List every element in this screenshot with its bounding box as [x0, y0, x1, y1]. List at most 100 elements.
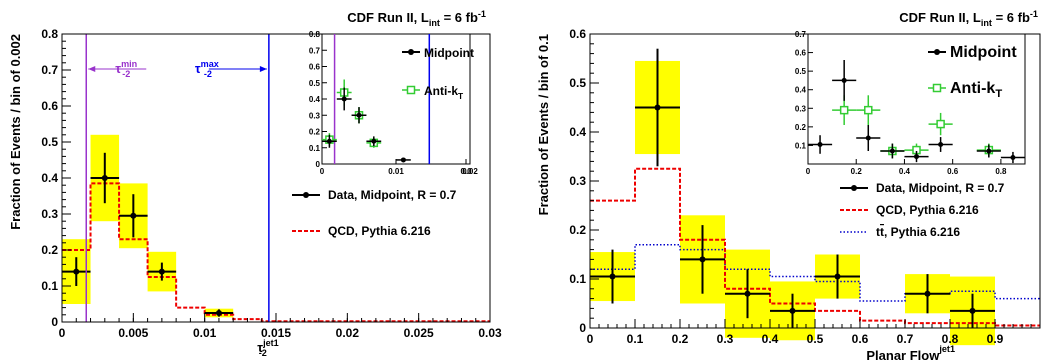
inset-x-tick-label: 0.2: [851, 167, 863, 176]
x-tick-label: 0.015: [261, 326, 291, 340]
data-point: [101, 175, 108, 181]
legend-data-marker: [851, 185, 857, 191]
x-tick-label: 0.1: [627, 332, 644, 346]
data-point: [654, 104, 661, 111]
inset-x-tick-label: 0.01: [388, 167, 404, 176]
x-tick-label: 0.5: [807, 332, 824, 346]
inset-legend-midpoint-label: Midpoint: [424, 46, 474, 60]
midpoint-point: [341, 96, 347, 102]
y-tick-label: 0.1: [41, 279, 58, 293]
midpoint-point: [938, 142, 944, 147]
data-point: [924, 290, 931, 297]
x-tick-label: 0: [59, 326, 66, 340]
y-axis-title: Fraction of Events / bin of 0.1: [536, 34, 551, 215]
inset-y-tick-label: 0.7: [795, 30, 807, 39]
antikt-point: [864, 105, 873, 115]
y-tick-label: 0.4: [569, 125, 586, 139]
midpoint-point: [889, 148, 895, 154]
inset-y-tick-label: 0.5: [795, 67, 807, 76]
y-tick-label: 0.6: [41, 99, 58, 113]
inset-y-tick-label: 0.3: [309, 111, 321, 120]
y-tick-label: 0.3: [41, 207, 58, 221]
y-tick-label: 0.2: [41, 243, 58, 257]
inset-y-tick-label: 0.1: [309, 144, 321, 153]
tau-min-arrowhead: [88, 66, 96, 72]
legend-qcd-label: QCD, Pythia 6.216: [328, 224, 431, 238]
x-tick-label: 0.2: [672, 332, 689, 346]
x-tick-label: 0.03: [478, 326, 502, 340]
inset-y-tick-label: 0.7: [309, 46, 321, 55]
chart-title: CDF Run II, Lint = 6 fb-1: [899, 9, 1038, 28]
inset-y-tick-label: 0.6: [795, 49, 807, 58]
inset-legend-midpoint-marker: [408, 49, 414, 55]
x-tick-label: 0.8: [942, 332, 959, 346]
midpoint-point: [371, 138, 377, 144]
inset-x-tick-label: 0.4: [899, 167, 911, 176]
inset-y-tick-label: 0.6: [309, 63, 321, 72]
midpoint-point: [986, 148, 992, 154]
inset-x-tick-label: 0.8: [995, 167, 1007, 176]
inset-y-tick-label: 0.2: [309, 128, 321, 137]
x-tick-label: 0.7: [897, 332, 914, 346]
tau-min-label: τmin -2: [115, 59, 137, 79]
inset-y-tick-label: 0.4: [309, 95, 321, 104]
data-point: [158, 268, 165, 275]
data-point: [834, 273, 841, 280]
data-point: [969, 307, 976, 314]
y-tick-label: 0: [51, 315, 58, 329]
antikt-point: [936, 119, 945, 129]
inset-plot: 0 0.1 0.2 0.3 0.4 0.5 0.6 0.7 0.8 0 0.01 0.020.0 Mid…: [309, 30, 478, 176]
data-point: [744, 290, 751, 297]
legend-qcd-label: QCD, Pythia 6.216: [876, 203, 979, 217]
y-tick-label: 0.6: [569, 27, 586, 41]
inset-y-tick-label: 0.3: [795, 104, 807, 113]
x-tick-label: 0.02: [336, 326, 360, 340]
y-tick-label: 0.5: [41, 135, 58, 149]
inset-legend-midpoint-label: Midpoint: [950, 44, 1017, 61]
inset-x-tick-label: 0: [806, 167, 811, 176]
inset-x-tick-label: 0.6: [947, 167, 959, 176]
data-point: [215, 310, 222, 316]
inset-y-tick-label: 0: [316, 160, 321, 169]
y-tick-label: 0.8: [41, 27, 58, 41]
x-tick-label: 0.6: [852, 332, 869, 346]
midpoint-point: [326, 138, 332, 144]
chart-title: CDF Run II, Lint = 6 fb-1: [347, 9, 486, 28]
y-tick-label: 0.7: [41, 63, 58, 77]
y-tick-label: 0.5: [569, 76, 586, 90]
left-panel: τmin -2 τmax -2 0 0.005 0.01 0.015 0.02 0.025 0.03…: [8, 9, 502, 358]
legend-ttbar-label: tt, Pythia 6.216: [876, 225, 960, 239]
midpoint-point: [841, 77, 847, 83]
tau-max-label: τmax -2: [195, 59, 219, 79]
data-point: [789, 307, 796, 314]
inset-plot: 0.1 0.2 0.3 0.4 0.5 0.6 0.7 0 0.2 0.4 0.6 0.8 Midpoi…: [795, 30, 1026, 176]
midpoint-point: [356, 112, 362, 118]
midpoint-point: [1010, 155, 1016, 160]
x-axis-title: τjet1 -2: [257, 338, 278, 358]
right-panel: 0 0.1 0.2 0.3 0.4 0.5 0.6 0.7 0.8 0.900.10.20.30.…: [536, 9, 1041, 363]
midpoint-point: [817, 142, 823, 147]
legend-data-label: Data, Midpoint, R = 0.7: [328, 188, 457, 202]
inset-legend-midpoint-marker: [934, 49, 940, 55]
x-tick-label: 0.005: [118, 326, 148, 340]
x-tick-label: 0.01: [193, 326, 217, 340]
inset-x-tick-label: 0.02: [462, 167, 478, 176]
legend-data-label: Data, Midpoint, R = 0.7: [876, 181, 1005, 195]
data-point: [609, 273, 616, 280]
data-point: [699, 256, 706, 263]
inset-y-tick-label: 0.8: [309, 30, 321, 39]
y-tick-label: 0.4: [41, 171, 58, 185]
inset-legend-antikt-marker: [932, 83, 942, 93]
inset-y-tick-label: 0.4: [795, 86, 807, 95]
x-tick-label: 0.4: [762, 332, 779, 346]
inset-legend-antikt-marker: [406, 85, 416, 95]
y-tick-label: 0.3: [569, 174, 586, 188]
data-point: [130, 212, 137, 219]
legend-data-marker: [303, 192, 309, 198]
x-tick-label: 0.9: [987, 332, 1004, 346]
midpoint-point: [865, 135, 871, 141]
inset-x-tick-label: 0: [320, 167, 325, 176]
data-point: [73, 268, 80, 275]
x-axis-title: Planar Flowjet1: [866, 344, 955, 363]
